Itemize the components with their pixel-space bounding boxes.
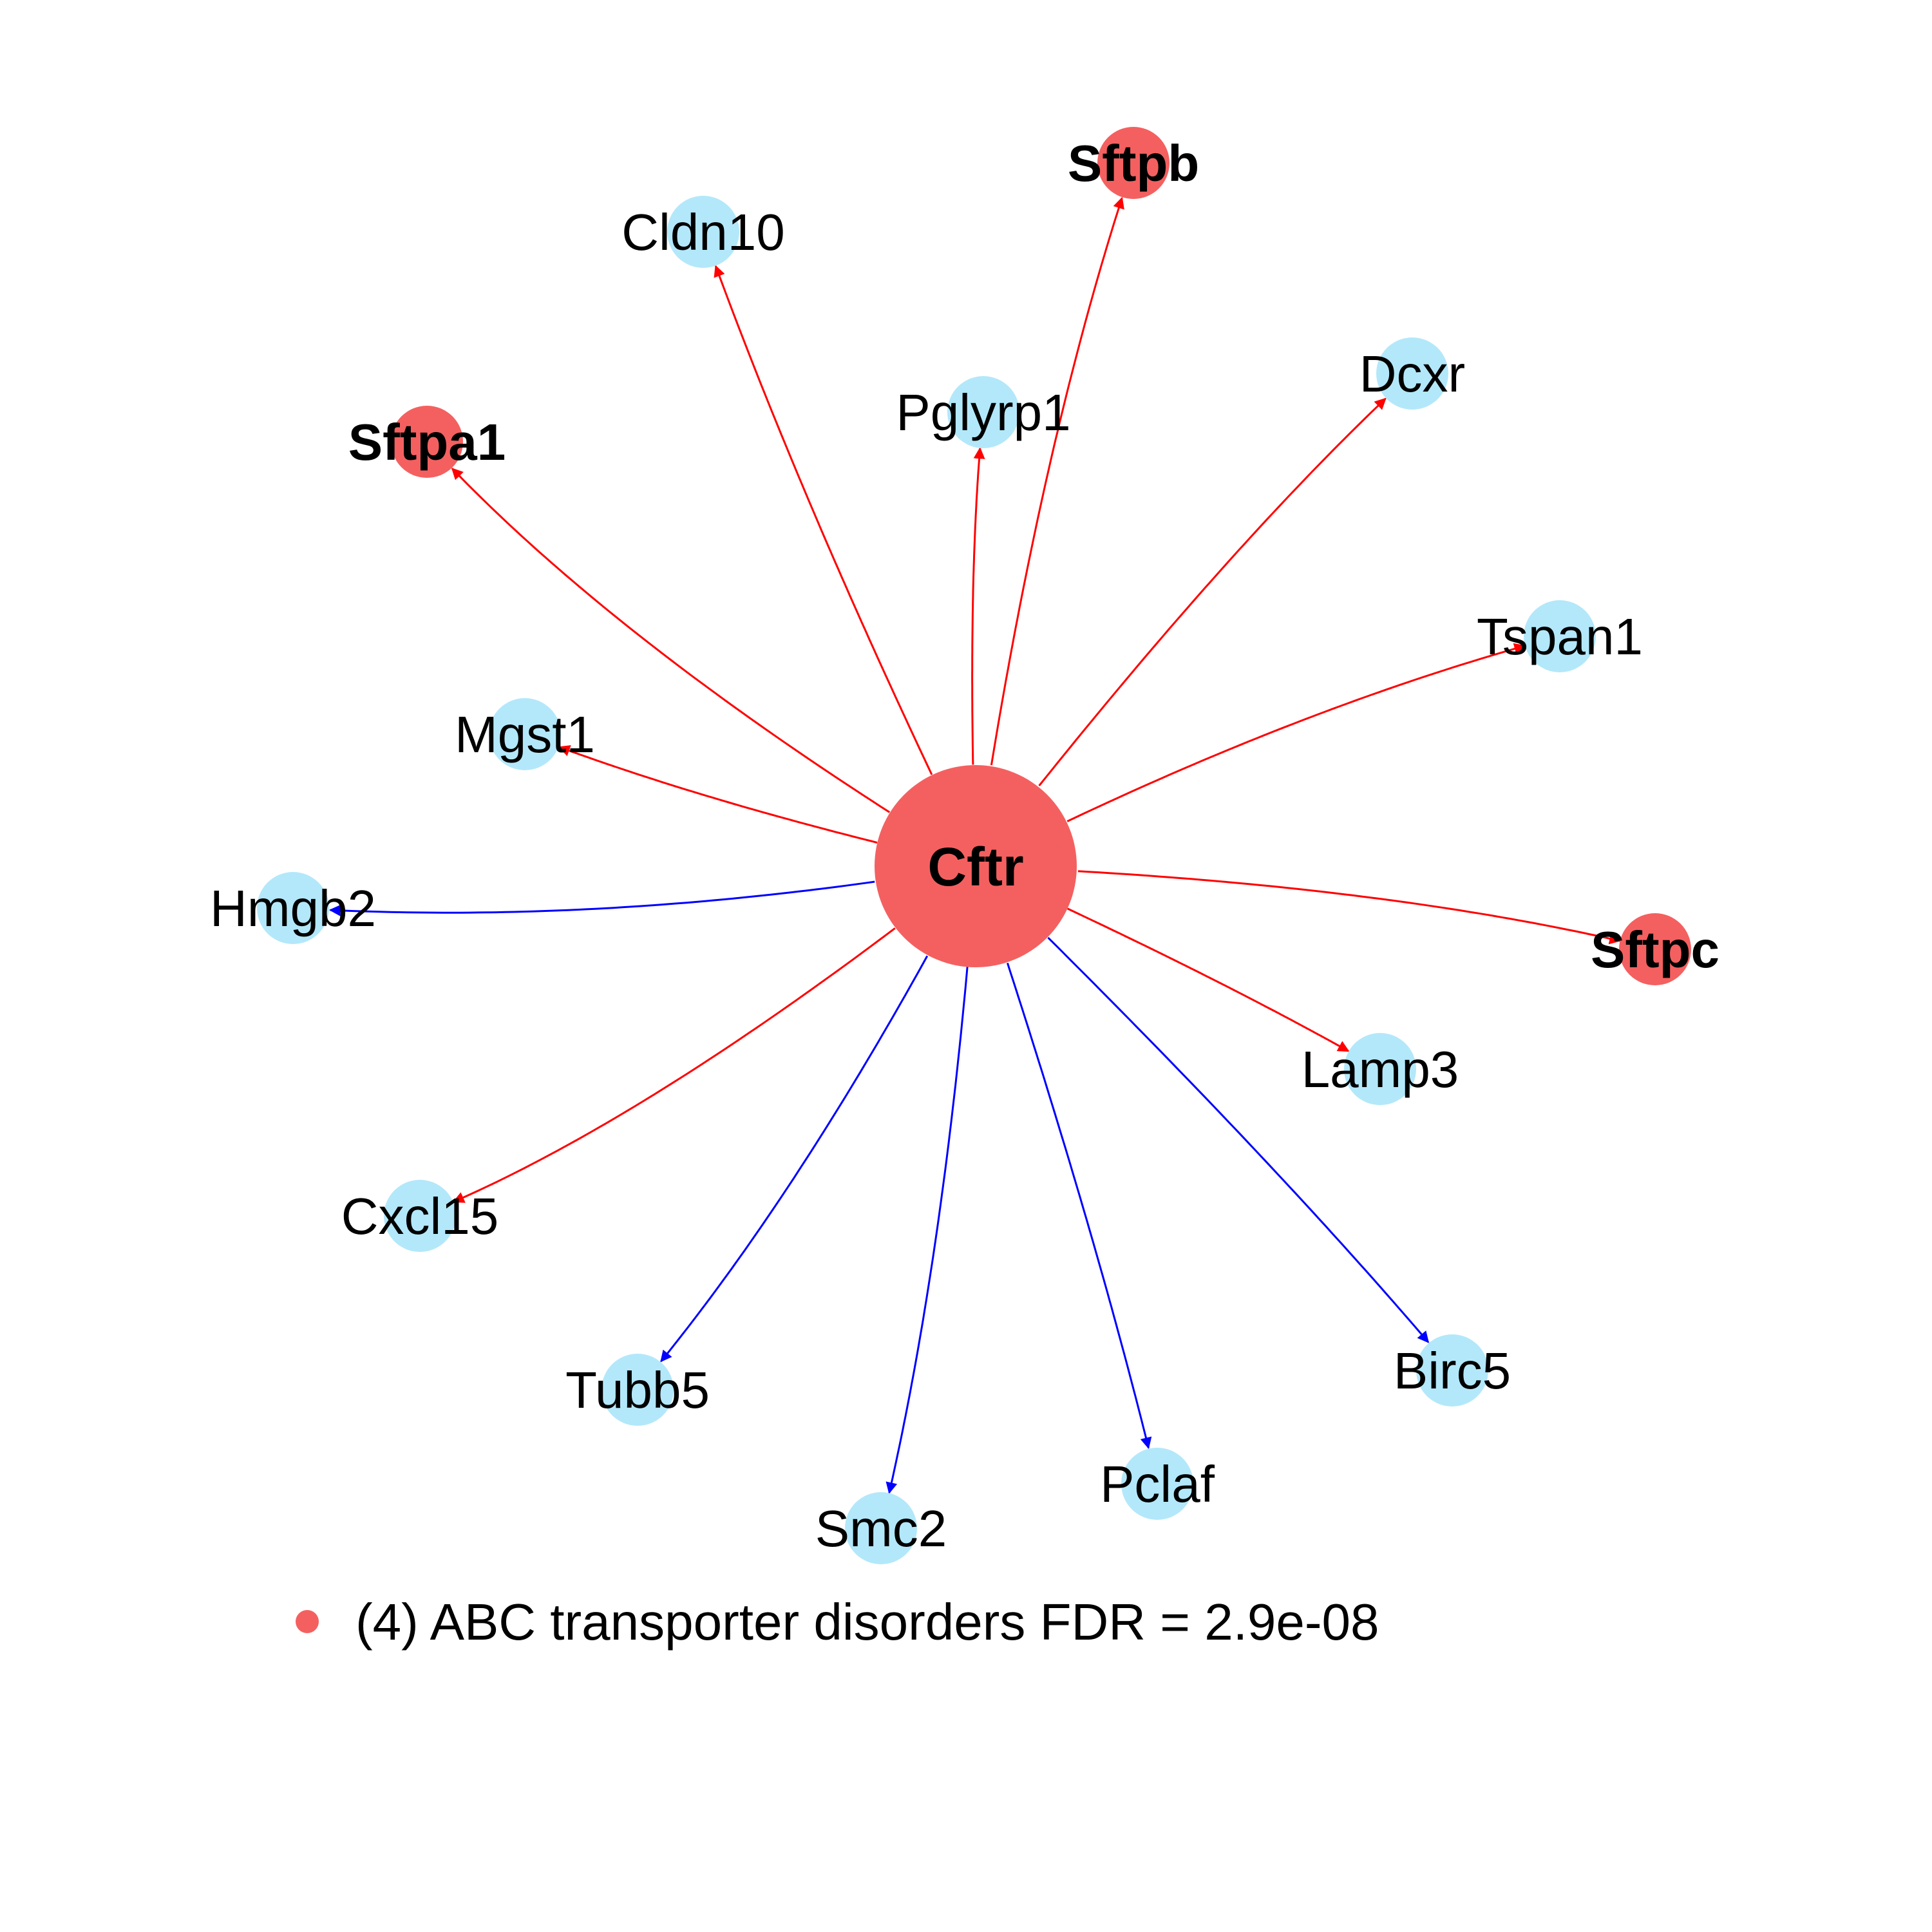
label-smc2: Smc2 [815,1500,947,1557]
node-cldn10 [667,196,739,268]
edge-cftr-pclaf [1006,962,1152,1450]
node-cxcl15 [384,1180,456,1252]
label-layer: Sftpb Cldn10 Pglyrp1 Dcxr Sftpa1 Tspan1 Mgst1 H… [210,135,1719,1557]
node-hmgb2 [257,872,329,944]
node-tspan1 [1524,600,1596,672]
label-lamp3: Lamp3 [1302,1041,1459,1098]
node-sftpb [1097,127,1170,199]
node-layer [257,127,1691,1564]
label-dcxr: Dcxr [1359,345,1465,402]
label-cxcl15: Cxcl15 [341,1188,499,1245]
edge-cftr-sftpb [990,196,1124,766]
node-pclaf [1121,1448,1193,1520]
label-tspan1: Tspan1 [1477,608,1643,665]
edge-cftr-smc2 [886,967,969,1494]
label-cldn10: Cldn10 [621,204,785,261]
edge-cftr-mgst1 [558,745,878,844]
label-sftpb: Sftpb [1068,135,1199,192]
edge-cftr-lamp3 [1066,907,1350,1052]
label-pclaf: Pclaf [1100,1455,1215,1513]
node-pglyrp1 [947,376,1019,448]
edge-cftr-cldn10 [714,265,933,775]
edge-cftr-birc5 [1047,936,1430,1343]
edge-cftr-sftpc [1077,870,1622,945]
edge-cftr-tspan1 [1066,643,1526,822]
node-dcxr [1376,337,1448,410]
node-mgst1 [489,698,561,770]
edge-cftr-sftpa1 [451,468,891,813]
label-hmgb2: Hmgb2 [210,880,376,937]
legend-dot [296,1610,319,1633]
node-tubb5 [601,1354,674,1426]
edge-cftr-dcxr [1038,397,1387,787]
edge-cftr-hmgb2 [328,880,875,916]
edge-layer [328,196,1622,1494]
legend-text: (4) ABC transporter disorders FDR = 2.9e… [355,1593,1379,1651]
node-lamp3 [1344,1033,1416,1105]
label-mgst1: Mgst1 [455,706,595,763]
label-birc5: Birc5 [1394,1342,1511,1399]
legend: (4) ABC transporter disorders FDR = 2.9e… [296,1593,1379,1651]
label-sftpa1: Sftpa1 [348,413,506,471]
node-sftpa1 [391,406,463,478]
node-smc2 [845,1492,917,1564]
edge-cftr-pglyrp1 [971,447,985,765]
label-cftr: Cftr [927,837,1023,897]
edge-cftr-tubb5 [660,955,929,1363]
label-pglyrp1: Pglyrp1 [896,384,1070,441]
label-tubb5: Tubb5 [565,1361,710,1419]
edge-cftr-cxcl15 [452,927,896,1203]
node-cftr [875,765,1077,967]
node-sftpc [1619,913,1691,985]
label-sftpc: Sftpc [1591,921,1719,978]
node-birc5 [1416,1334,1488,1406]
